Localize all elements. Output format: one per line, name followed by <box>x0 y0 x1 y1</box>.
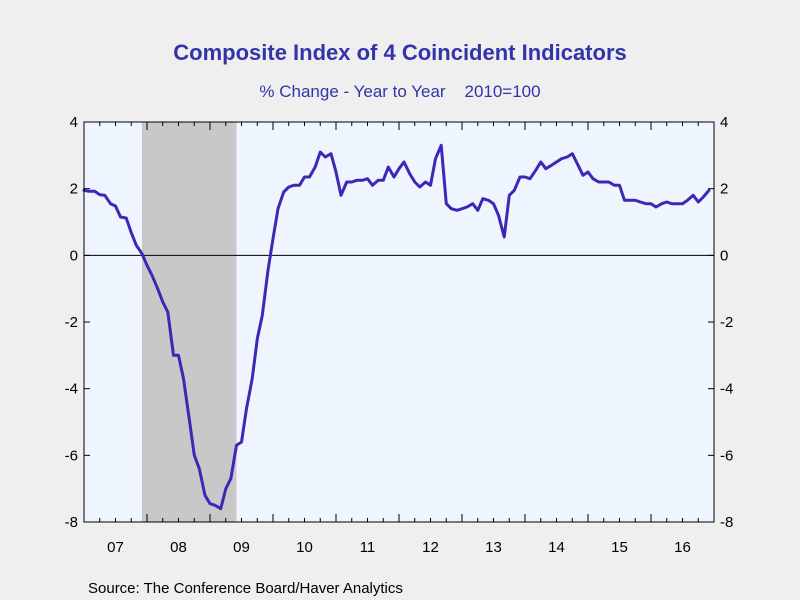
y-axis-left: 4 2 0 -2 -4 -6 -8 <box>65 114 90 531</box>
y-tick-label-left: -8 <box>65 514 78 531</box>
x-tick-label: 07 <box>107 539 124 556</box>
x-tick-label: 12 <box>422 539 439 556</box>
y-axis-right: 4 2 0 -2 -4 -6 -8 <box>708 114 733 531</box>
plot-frame <box>83 121 715 523</box>
y-tick-label-left: -6 <box>65 447 78 464</box>
chart-subtitle: % Change - Year to Year 2010=100 <box>259 82 540 101</box>
y-tick-label-right: 4 <box>720 114 728 131</box>
x-tick-label: 11 <box>360 539 376 556</box>
x-tick-label: 10 <box>296 539 313 556</box>
x-tick-label: 14 <box>548 539 565 556</box>
series-line <box>82 143 711 511</box>
y-tick-label-right: 2 <box>720 181 728 198</box>
y-tick-label-right: -4 <box>720 381 733 398</box>
x-tick-label: 16 <box>674 539 691 556</box>
y-tick-label-right: 0 <box>720 247 728 264</box>
y-tick-label-left: -4 <box>65 381 78 398</box>
x-tick-label: 08 <box>170 539 187 556</box>
x-tick-label: 13 <box>485 539 502 556</box>
x-axis: 07 08 09 10 11 12 13 14 15 16 <box>83 122 699 556</box>
y-tick-label-left: 0 <box>70 247 78 264</box>
recession-band <box>141 122 237 522</box>
y-tick-label-left: -2 <box>65 314 78 331</box>
chart-source: Source: The Conference Board/Haver Analy… <box>88 580 403 597</box>
x-tick-label: 15 <box>611 539 628 556</box>
y-tick-label-right: -2 <box>720 314 733 331</box>
y-tick-label-right: -8 <box>720 514 733 531</box>
y-tick-label-left: 4 <box>70 114 78 131</box>
y-tick-label-left: 2 <box>70 181 78 198</box>
x-tick-label: 09 <box>233 539 250 556</box>
chart-title: Composite Index of 4 Coincident Indicato… <box>173 40 627 65</box>
y-tick-label-right: -6 <box>720 447 733 464</box>
